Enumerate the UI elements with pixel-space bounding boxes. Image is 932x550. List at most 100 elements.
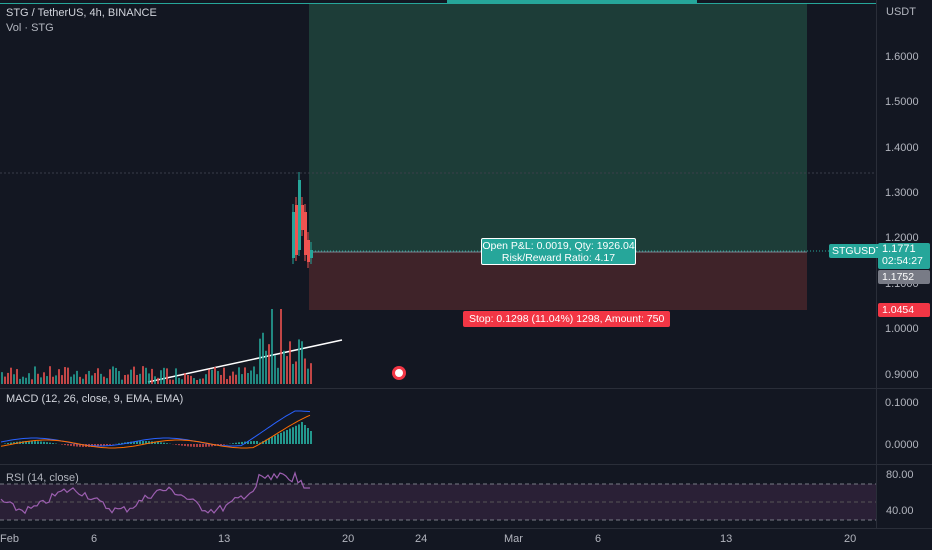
volume-bar bbox=[151, 368, 153, 384]
last-price: 1.1771 bbox=[882, 243, 916, 255]
volume-bar bbox=[196, 379, 198, 384]
macd-histogram bbox=[4, 422, 312, 447]
macd-bar bbox=[274, 435, 276, 444]
candle-body bbox=[292, 212, 295, 258]
macd-bar bbox=[253, 441, 255, 444]
volume-bar bbox=[106, 378, 108, 384]
macd-bar bbox=[52, 443, 54, 444]
symbol-legend[interactable]: STG / TetherUS, 4h, BINANCE bbox=[6, 7, 157, 19]
pane-separator-macd[interactable] bbox=[0, 388, 932, 389]
volume-bar bbox=[70, 376, 72, 384]
macd-bar bbox=[199, 444, 201, 447]
volume-bar bbox=[10, 367, 12, 384]
volume-bar bbox=[121, 379, 123, 384]
volume-bar bbox=[28, 373, 30, 384]
macd-bar bbox=[34, 441, 36, 444]
price-tick: 0.9000 bbox=[885, 369, 919, 381]
volume-legend[interactable]: Vol · STG bbox=[6, 22, 54, 34]
macd-bar bbox=[109, 444, 111, 445]
macd-line bbox=[0, 410, 311, 447]
volume-bar bbox=[274, 355, 276, 384]
price-tick: 1.3000 bbox=[885, 187, 919, 199]
price-tick: 1.4000 bbox=[885, 142, 919, 154]
volume-bar bbox=[58, 369, 60, 384]
macd-bar bbox=[100, 444, 102, 447]
volume-bar bbox=[73, 374, 75, 384]
volume-bar bbox=[79, 376, 81, 384]
macd-bar bbox=[211, 444, 213, 447]
volume-bar bbox=[220, 374, 222, 384]
macd-bar bbox=[67, 444, 69, 446]
time-axis-separator bbox=[0, 528, 932, 529]
target-label-box bbox=[447, 0, 697, 4]
macd-bar bbox=[157, 441, 159, 444]
volume-bar bbox=[229, 375, 231, 384]
volume-bars bbox=[1, 309, 312, 384]
volume-bar bbox=[307, 368, 309, 384]
volume-bar bbox=[298, 339, 300, 384]
volume-bar bbox=[55, 375, 57, 384]
volume-bar bbox=[34, 366, 36, 384]
price-axis[interactable] bbox=[876, 0, 932, 388]
volume-bar bbox=[187, 375, 189, 384]
macd-bar bbox=[28, 441, 30, 444]
price-tick: 1.2000 bbox=[885, 232, 919, 244]
volume-bar bbox=[211, 369, 213, 384]
price-tick: 1.0000 bbox=[885, 323, 919, 335]
candle-body bbox=[310, 250, 313, 258]
macd-bar bbox=[37, 441, 39, 444]
pane-separator-rsi[interactable] bbox=[0, 464, 932, 465]
volume-bar bbox=[97, 368, 99, 384]
volume-bar bbox=[205, 374, 207, 384]
volume-bar bbox=[37, 373, 39, 384]
macd-bar bbox=[178, 444, 180, 446]
macd-bar bbox=[106, 444, 108, 446]
macd-bar bbox=[160, 442, 162, 444]
volume-bar bbox=[160, 370, 162, 384]
volume-bar bbox=[226, 379, 228, 384]
macd-bar bbox=[148, 441, 150, 444]
macd-bar bbox=[307, 428, 309, 444]
macd-bar bbox=[73, 444, 75, 447]
volume-bar bbox=[253, 366, 255, 384]
volume-bar bbox=[259, 338, 261, 384]
time-tick: 13 bbox=[720, 533, 733, 545]
volume-bar bbox=[136, 374, 138, 384]
volume-bar bbox=[277, 367, 279, 384]
volume-bar bbox=[82, 378, 84, 384]
macd-bar bbox=[133, 441, 135, 444]
candle-body bbox=[301, 205, 304, 230]
volume-bar bbox=[64, 367, 66, 384]
macd-bar bbox=[7, 443, 9, 444]
volume-bar bbox=[103, 376, 105, 384]
rsi-legend[interactable]: RSI (14, close) bbox=[6, 472, 79, 484]
time-tick: 13 bbox=[218, 533, 231, 545]
signal-line bbox=[0, 414, 311, 449]
target-line bbox=[0, 3, 876, 4]
volume-bar bbox=[199, 378, 201, 384]
open-pnl-label[interactable]: Open P&L: 0.0019, Qty: 1926.04 Risk/Rewa… bbox=[481, 238, 636, 265]
macd-bar bbox=[205, 444, 207, 447]
macd-bar bbox=[139, 441, 141, 444]
macd-bar bbox=[136, 441, 138, 444]
macd-bar bbox=[43, 441, 45, 444]
macd-bar bbox=[277, 434, 279, 444]
symbol-tag[interactable]: STGUSDT bbox=[829, 244, 886, 258]
volume-bar bbox=[238, 367, 240, 384]
stop-label[interactable]: Stop: 0.1298 (11.04%) 1298, Amount: 750 bbox=[463, 311, 671, 327]
macd-bar bbox=[196, 444, 198, 447]
volume-bar bbox=[295, 361, 297, 384]
macd-bar bbox=[283, 431, 285, 444]
volume-bar bbox=[304, 358, 306, 384]
volume-bar bbox=[271, 309, 273, 384]
macd-bar bbox=[10, 442, 12, 444]
volume-bar bbox=[133, 366, 135, 384]
volume-bar bbox=[202, 378, 204, 384]
macd-legend[interactable]: MACD (12, 26, close, 9, EMA, EMA) bbox=[6, 393, 184, 405]
time-tick: Mar bbox=[504, 533, 523, 545]
macd-axis[interactable] bbox=[876, 389, 932, 464]
rsi-tick-80: 80.00 bbox=[886, 469, 914, 481]
volume-bar bbox=[67, 367, 69, 384]
rsi-axis[interactable] bbox=[876, 465, 932, 528]
